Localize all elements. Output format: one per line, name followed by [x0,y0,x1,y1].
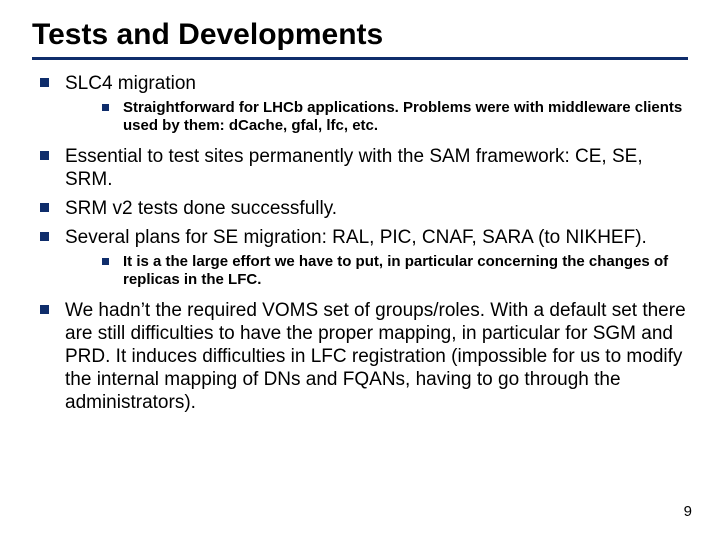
bullet-text: We hadn’t the required VOMS set of group… [65,299,688,415]
square-bullet-icon [102,104,109,111]
square-bullet-icon [40,305,49,314]
square-bullet-icon [102,258,109,265]
title-underline [32,57,688,60]
content-area: SLC4 migration Straightforward for LHCb … [32,72,688,414]
bullet-l2: It is a the large effort we have to put,… [102,253,688,288]
bullet-text: SRM v2 tests done successfully. [65,197,688,220]
square-bullet-icon [40,232,49,241]
bullet-text: Straightforward for LHCb applications. P… [123,99,688,134]
bullet-l1: We hadn’t the required VOMS set of group… [40,299,688,415]
square-bullet-icon [40,78,49,87]
bullet-l1: SLC4 migration [40,72,688,95]
bullet-l1: Essential to test sites permanently with… [40,145,688,191]
bullet-text: Several plans for SE migration: RAL, PIC… [65,226,688,249]
page-number: 9 [684,503,692,520]
square-bullet-icon [40,151,49,160]
bullet-l2: Straightforward for LHCb applications. P… [102,99,688,134]
page-title: Tests and Developments [32,18,688,51]
slide: Tests and Developments SLC4 migration St… [0,0,720,540]
bullet-l1: SRM v2 tests done successfully. [40,197,688,220]
bullet-text: It is a the large effort we have to put,… [123,253,688,288]
bullet-text: SLC4 migration [65,72,688,95]
bullet-text: Essential to test sites permanently with… [65,145,688,191]
bullet-l1: Several plans for SE migration: RAL, PIC… [40,226,688,249]
square-bullet-icon [40,203,49,212]
